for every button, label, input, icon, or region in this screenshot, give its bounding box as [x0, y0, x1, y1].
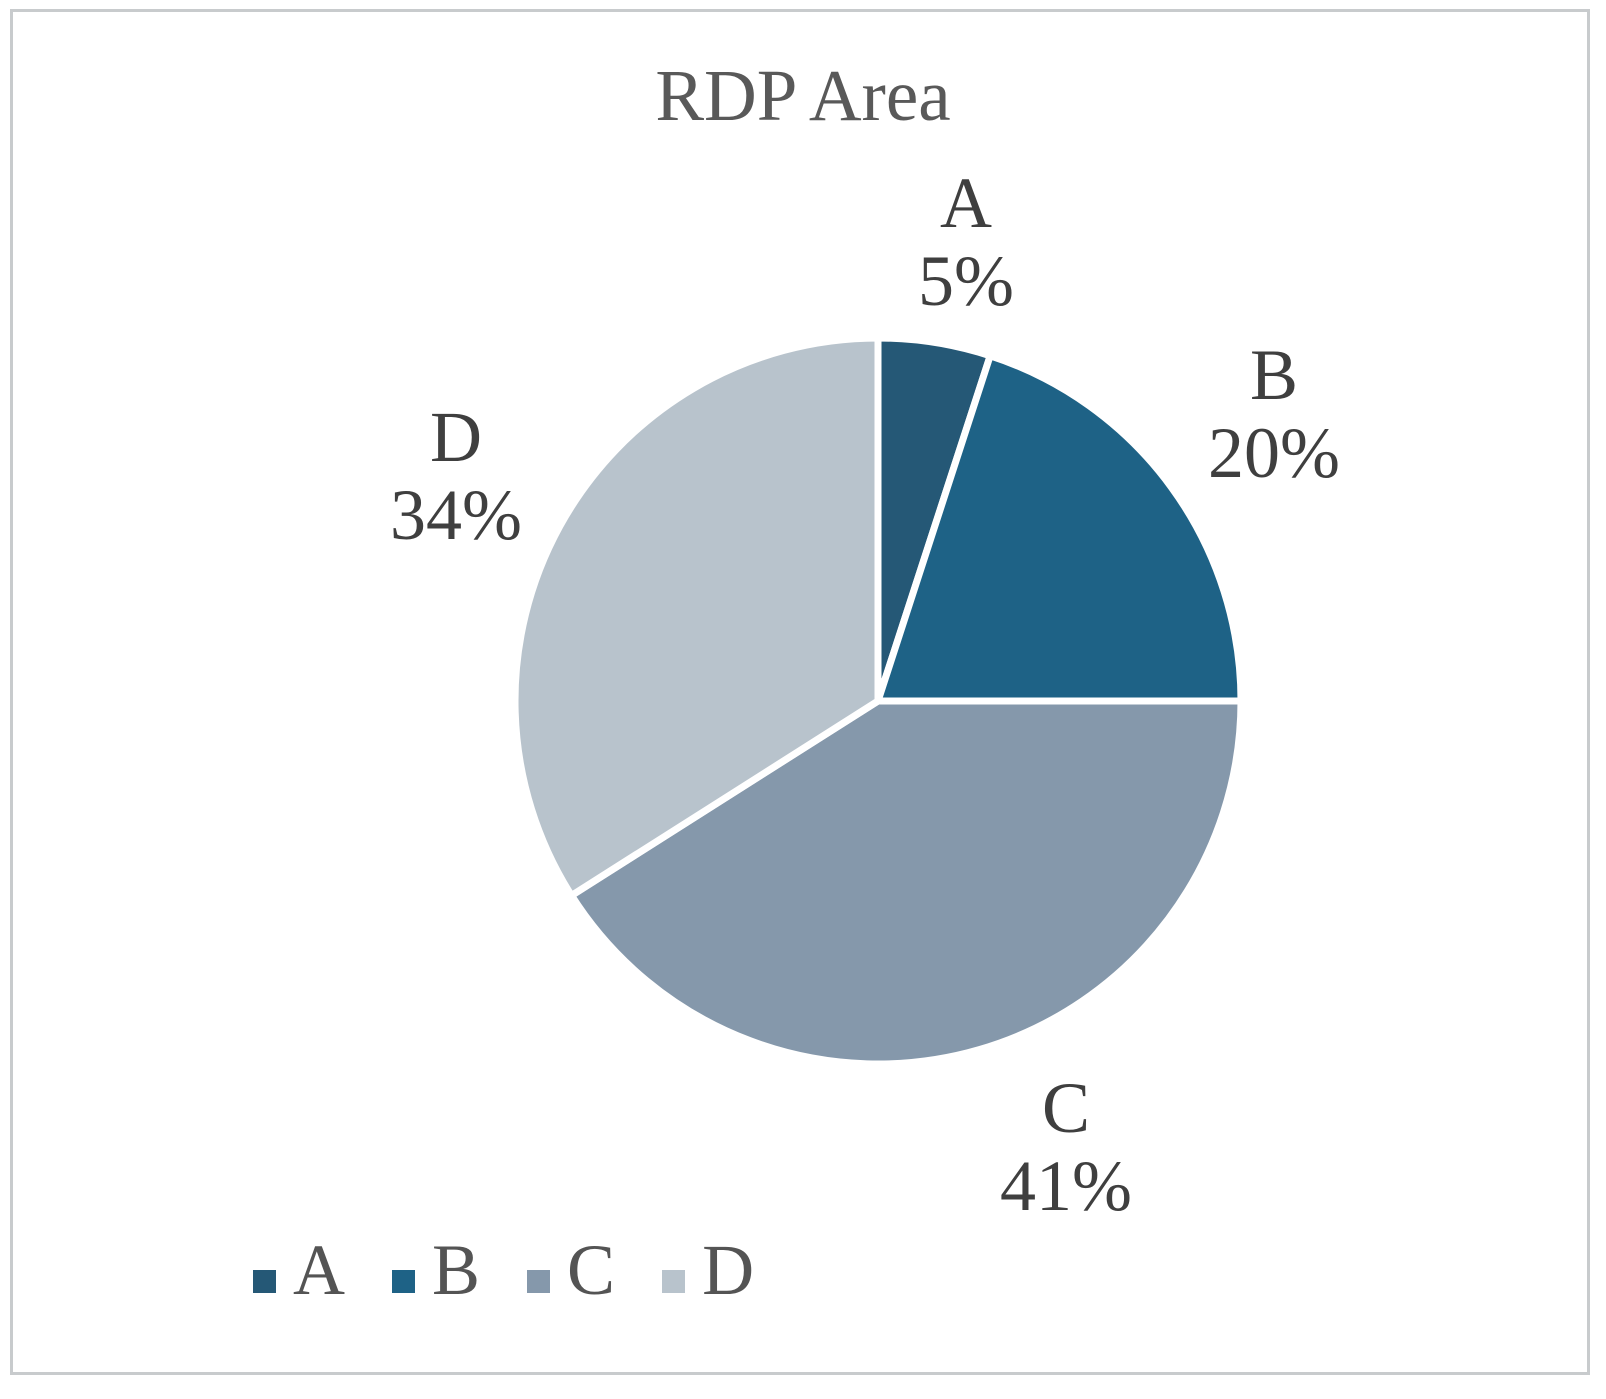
data-label-slice-a: A 5%: [918, 163, 1014, 321]
legend-item-a: A: [253, 1234, 345, 1306]
data-label-percent: 20%: [1208, 412, 1340, 493]
data-label-category: B: [1249, 335, 1299, 415]
legend-item-b: B: [392, 1234, 480, 1306]
legend-label: D: [702, 1230, 755, 1310]
data-label-slice-b: B 20%: [1208, 335, 1340, 493]
legend-item-c: C: [527, 1234, 615, 1306]
data-label-percent: 5%: [918, 240, 1014, 321]
data-label-slice-c: C 41%: [1000, 1068, 1132, 1226]
data-label-category: A: [939, 163, 992, 243]
legend-swatch-b: [392, 1270, 415, 1293]
data-label-percent: 34%: [390, 474, 522, 555]
data-label-category: D: [429, 397, 482, 477]
legend-item-d: D: [662, 1234, 754, 1306]
data-label-slice-d: D 34%: [390, 397, 522, 555]
chart-legend: A B C D: [253, 1234, 754, 1306]
legend-label: C: [567, 1230, 616, 1310]
legend-swatch-a: [253, 1270, 276, 1293]
legend-swatch-c: [527, 1270, 551, 1293]
legend-label: A: [293, 1230, 345, 1310]
data-label-category: C: [1041, 1068, 1091, 1148]
data-label-percent: 41%: [1000, 1145, 1132, 1226]
pie-slice-d: [511, 334, 882, 901]
pie-slice-b: [873, 351, 1245, 705]
legend-swatch-d: [662, 1270, 686, 1293]
legend-label: B: [432, 1230, 481, 1310]
chart-title: RDP Area: [655, 55, 951, 136]
